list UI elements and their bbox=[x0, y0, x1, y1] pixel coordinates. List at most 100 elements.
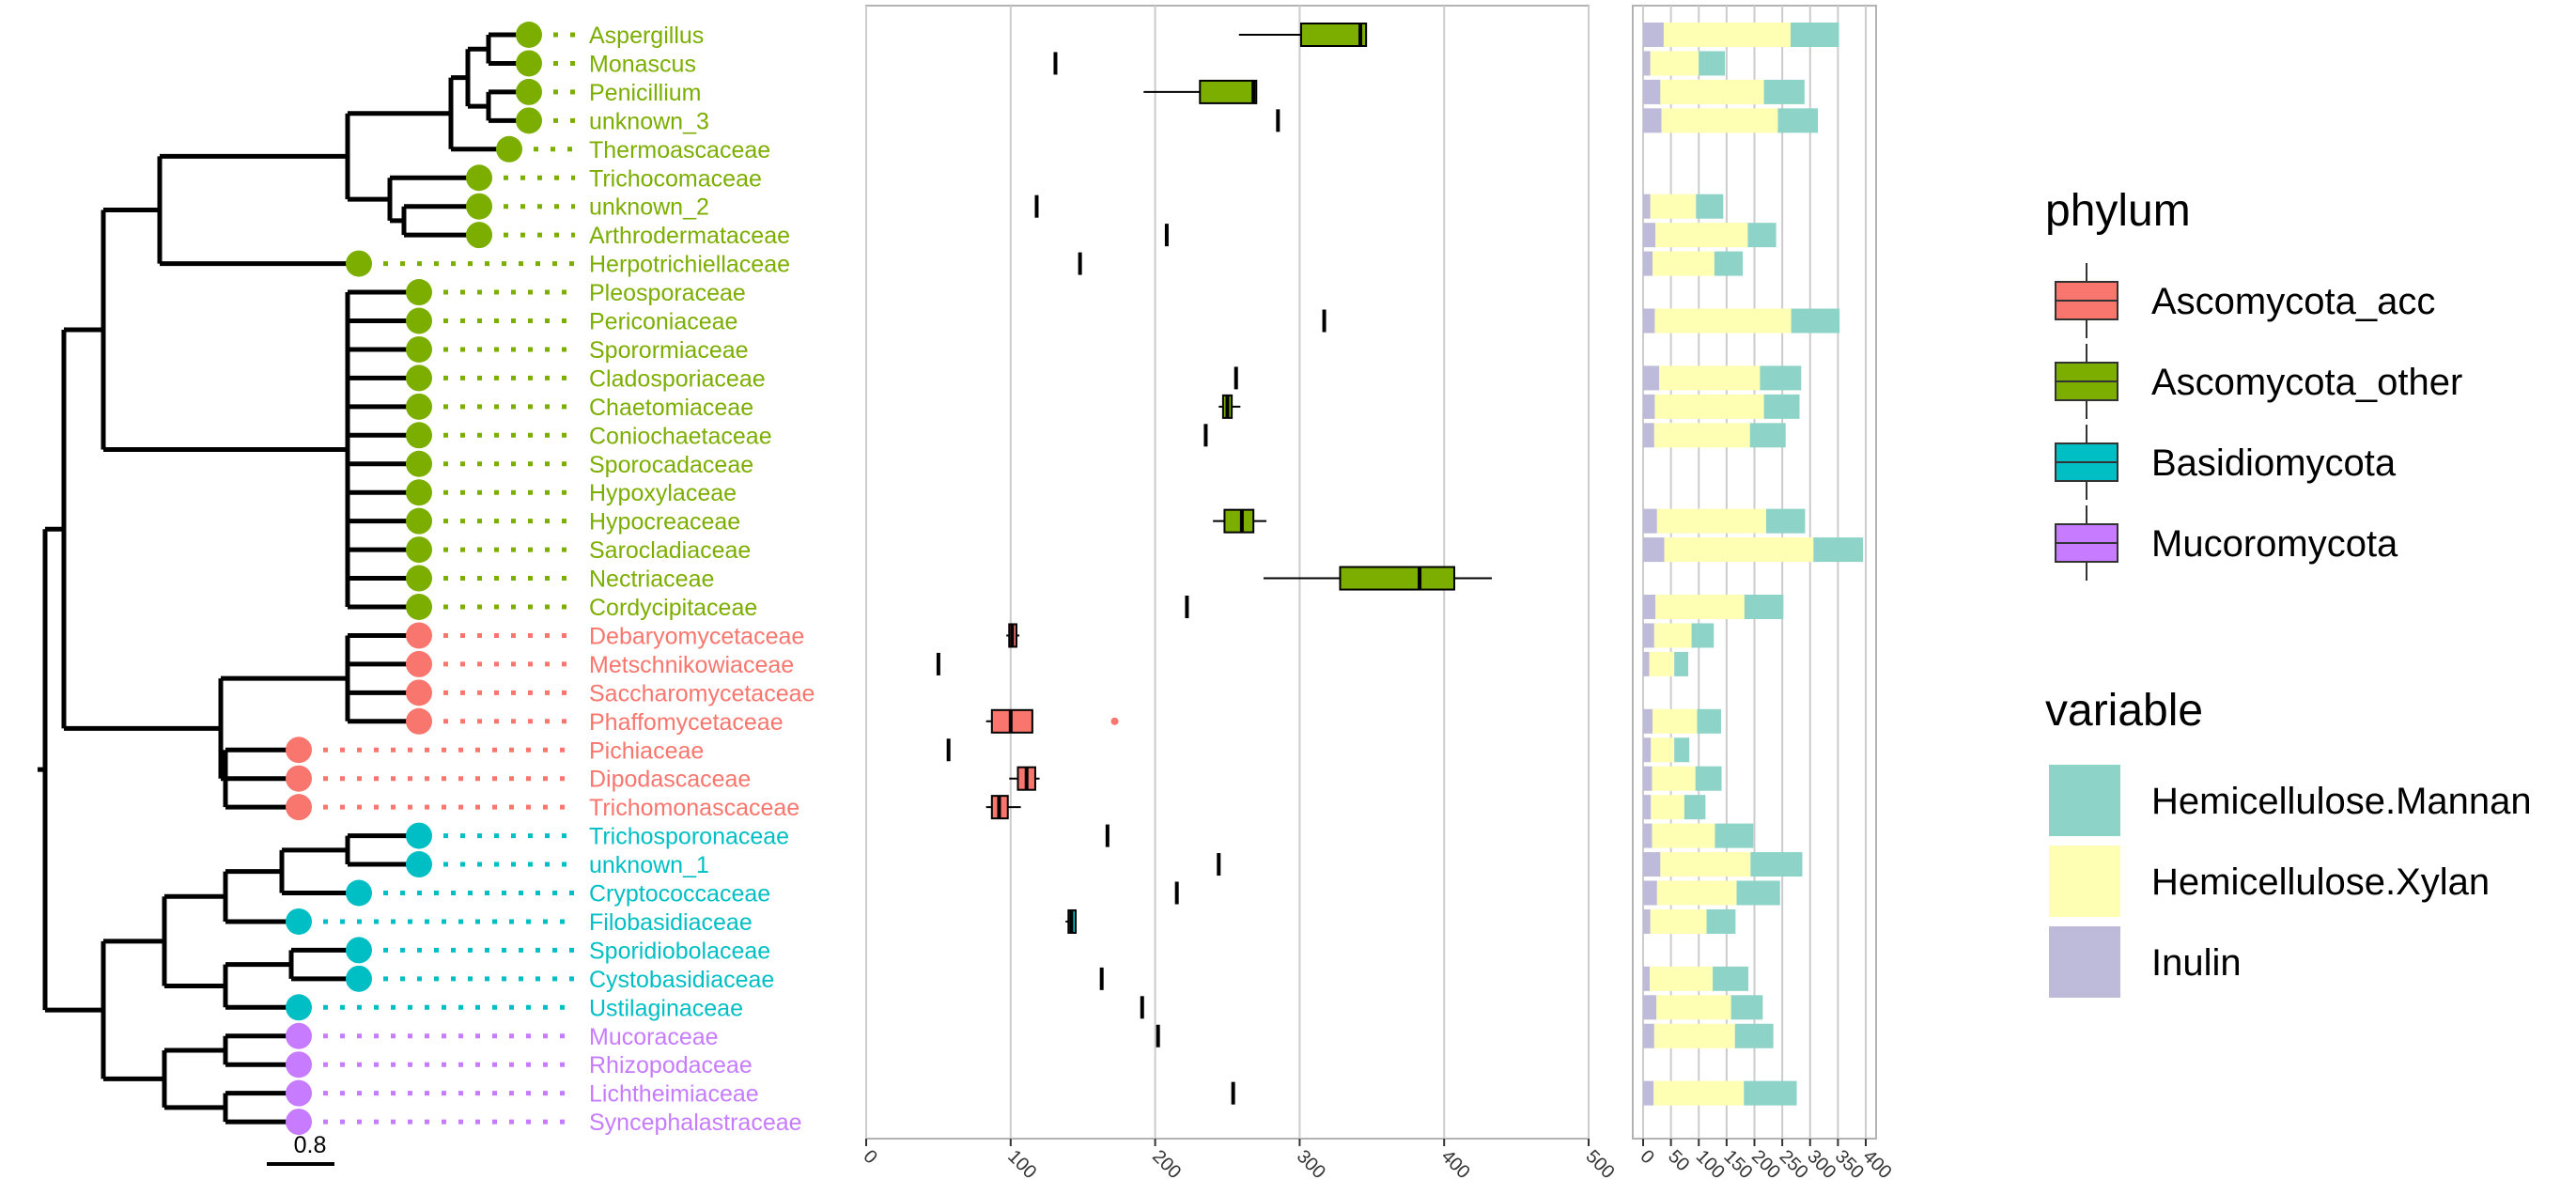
bar-segment bbox=[1663, 23, 1792, 47]
bar-segment bbox=[1643, 79, 1661, 104]
tip-point bbox=[466, 222, 492, 249]
tip-point bbox=[466, 164, 492, 192]
bar-segment bbox=[1713, 966, 1748, 991]
tip-label: Sporormiaceae bbox=[589, 337, 749, 364]
bar-segment bbox=[1706, 908, 1736, 934]
bar-segment bbox=[1643, 108, 1662, 133]
tip-label: Nectriaceae bbox=[589, 566, 714, 593]
tip-point bbox=[516, 78, 542, 105]
tip-point bbox=[516, 22, 542, 48]
boxplot-box bbox=[1218, 394, 1241, 419]
boxplot-box bbox=[1006, 623, 1020, 648]
bar-segment bbox=[1643, 623, 1654, 648]
bar-segment bbox=[1650, 966, 1714, 991]
bar-segment bbox=[1643, 595, 1656, 619]
tip-point bbox=[286, 737, 312, 764]
tip-label: Saccharomycetaceae bbox=[589, 680, 815, 706]
tip-point bbox=[286, 908, 312, 935]
legend-phylum: phylum Ascomycota_acc Ascomycota_other Bas… bbox=[2045, 186, 2462, 581]
tip-point bbox=[406, 679, 432, 706]
bar-segment bbox=[1643, 508, 1657, 534]
bar-x-tick-label: 250 bbox=[1776, 1146, 1812, 1183]
tip-point bbox=[406, 822, 432, 849]
bar-x-tick-label: 200 bbox=[1747, 1146, 1784, 1183]
boxplot-gridlines bbox=[865, 6, 1590, 1139]
bar-segment bbox=[1734, 1023, 1774, 1048]
bar-segment bbox=[1763, 79, 1805, 104]
bar-segment bbox=[1643, 908, 1651, 934]
tip-point bbox=[406, 707, 432, 735]
tip-label: Sarocladiaceae bbox=[589, 537, 751, 564]
bar-segment bbox=[1643, 880, 1657, 906]
bar-segment bbox=[1651, 795, 1684, 820]
bar-segment bbox=[1684, 795, 1706, 820]
legend-variable-label: Hemicellulose.Xylan bbox=[2151, 861, 2490, 903]
bar-segment bbox=[1791, 308, 1840, 334]
tip-point bbox=[406, 650, 432, 677]
bar-segment bbox=[1655, 223, 1748, 248]
legend-key-swatch bbox=[2049, 926, 2120, 998]
boxplot-panel-border bbox=[865, 5, 1590, 1140]
tip-label: Sporocadaceae bbox=[589, 452, 753, 478]
bar-segment bbox=[1763, 394, 1800, 419]
boxplot-iqr bbox=[1299, 23, 1368, 47]
bar-segment bbox=[1643, 394, 1655, 419]
bar-segment bbox=[1643, 852, 1661, 877]
bar-x-tick-label: 0 bbox=[1636, 1146, 1657, 1168]
bar-segment bbox=[1791, 23, 1839, 47]
tip-label: Herpotrichiellaceae bbox=[589, 252, 790, 278]
bar-segment bbox=[1744, 1080, 1797, 1106]
tip-point bbox=[516, 107, 542, 134]
bar-segment bbox=[1661, 108, 1778, 133]
tip-label: Cladosporiaceae bbox=[589, 365, 766, 392]
bar-segment bbox=[1777, 108, 1819, 133]
tree-scale-label: 0.8 bbox=[294, 1132, 327, 1158]
legend-phylum-item: Ascomycota_acc bbox=[2055, 263, 2435, 338]
legend-key-swatch bbox=[2049, 846, 2120, 917]
tip-point bbox=[406, 279, 432, 306]
tip-label: Trichocomaceae bbox=[589, 165, 762, 192]
tip-label: Rhizopodaceae bbox=[589, 1052, 753, 1079]
bar-segment bbox=[1655, 595, 1745, 619]
bar-segment bbox=[1749, 423, 1786, 448]
tip-point bbox=[406, 851, 432, 878]
tip-point bbox=[286, 794, 312, 821]
tip-label: Debaryomycetaceae bbox=[589, 623, 804, 649]
bar-segment bbox=[1652, 823, 1715, 848]
bar-segment bbox=[1765, 508, 1806, 534]
bar-marks bbox=[1643, 23, 1864, 1106]
tip-label: unknown_1 bbox=[589, 852, 709, 878]
bar-segment bbox=[1643, 1023, 1654, 1048]
tip-label: Dipodascaceae bbox=[589, 767, 751, 793]
bar-segment bbox=[1643, 651, 1650, 676]
legend-phylum-label: Ascomycota_other bbox=[2151, 362, 2462, 403]
bar-segment bbox=[1674, 737, 1690, 763]
tip-point bbox=[346, 965, 372, 992]
bar-segment bbox=[1664, 537, 1814, 563]
boxplot-box bbox=[1143, 79, 1258, 104]
tip-point bbox=[406, 594, 432, 620]
bar-x-tick-label: 300 bbox=[1803, 1146, 1839, 1183]
tip-label: Hypocreaceae bbox=[589, 509, 740, 535]
tip-point bbox=[406, 365, 432, 392]
tip-point bbox=[516, 50, 542, 77]
bar-segment bbox=[1643, 223, 1656, 248]
tree-branches bbox=[38, 32, 529, 1125]
bar-segment bbox=[1643, 737, 1652, 763]
tip-label: Ustilaginaceae bbox=[589, 995, 743, 1021]
tip-label: Cordycipitaceae bbox=[589, 595, 757, 621]
tip-point bbox=[286, 1109, 312, 1136]
boxplot-x-tick-label: 0 bbox=[859, 1146, 880, 1168]
bar-segment bbox=[1699, 51, 1726, 76]
legend-variable-item: Hemicellulose.Mannan bbox=[2049, 765, 2532, 836]
legend-phylum-item: Basidiomycota bbox=[2055, 425, 2397, 500]
boxplot-box bbox=[1009, 766, 1040, 791]
bar-segment bbox=[1643, 966, 1651, 991]
boxplot-box bbox=[1263, 566, 1492, 591]
bar-segment bbox=[1653, 423, 1750, 448]
bar-segment bbox=[1674, 651, 1688, 676]
legend-variable-item: Inulin bbox=[2049, 926, 2242, 998]
tip-label: Cryptococcaceae bbox=[589, 881, 770, 908]
legend-variable-label: Hemicellulose.Mannan bbox=[2151, 781, 2532, 822]
tip-point bbox=[406, 307, 432, 334]
